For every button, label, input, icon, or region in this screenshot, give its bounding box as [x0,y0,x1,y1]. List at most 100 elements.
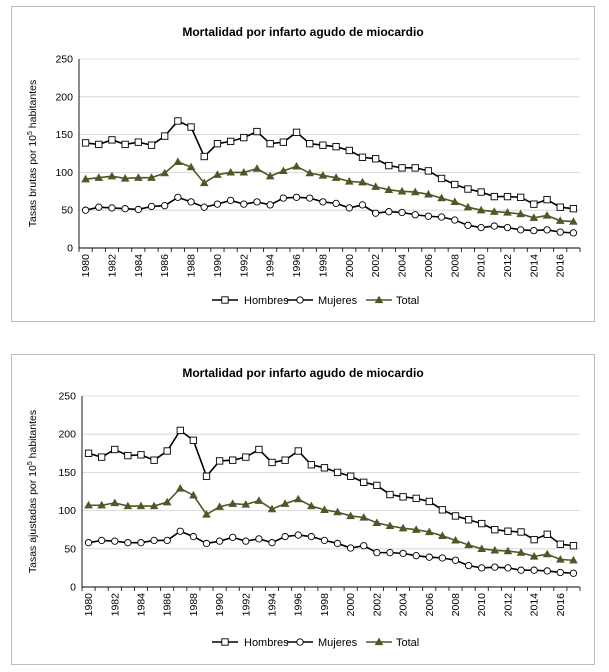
point-hombres [163,447,171,455]
point-mujeres [268,539,276,547]
point-total [397,186,407,195]
x-tick-label: 1990 [212,254,224,278]
legend-marker-mujeres [296,638,304,646]
point-mujeres [347,544,355,552]
point-mujeres [215,537,224,545]
legend-label-mujeres: Mujeres [318,295,358,307]
point-mujeres [333,539,342,548]
point-hombres [307,461,315,469]
point-mujeres [294,531,302,539]
point-total [215,502,224,510]
point-hombres [478,519,486,528]
point-hombres [399,493,407,501]
point-total [384,185,394,193]
x-tick-label: 1982 [106,254,118,278]
legend-marker-mujeres [296,296,304,304]
point-total [110,498,120,507]
point-total [292,161,301,170]
point-hombres [108,136,116,144]
point-total [424,527,434,536]
point-hombres [189,436,198,444]
point-hombres [292,128,301,136]
point-mujeres [189,532,198,541]
chart-panel-bruta: Mortalidad por infarto agudo de miocardi… [11,6,595,322]
point-hombres [358,153,367,161]
point-mujeres [358,201,367,209]
point-mujeres [161,202,169,210]
point-mujeres [95,203,103,211]
point-mujeres [385,208,393,216]
point-total [569,555,578,564]
point-hombres [490,192,498,201]
point-total [333,507,342,516]
point-total [226,167,235,176]
point-hombres [345,146,353,155]
point-mujeres [134,205,142,214]
point-total [346,511,355,520]
point-mujeres [240,200,248,208]
point-total [265,171,275,180]
point-hombres [84,449,93,457]
point-total [331,173,341,181]
x-tick-label: 1998 [317,254,329,278]
point-total [385,521,395,530]
point-total [136,501,146,510]
point-hombres [266,140,274,148]
point-hombres [556,203,564,211]
point-mujeres [437,213,446,221]
point-total [359,513,369,521]
point-total [81,174,90,183]
point-total [162,497,172,506]
series-line-mujeres [85,196,574,234]
point-total [186,162,196,171]
point-mujeres [229,533,237,541]
point-total [254,496,264,504]
point-mujeres [543,226,551,234]
point-total [280,499,290,507]
point-total [134,173,143,181]
point-hombres [226,137,235,146]
point-total [464,540,473,549]
point-total [252,164,262,172]
point-total [173,157,183,165]
point-total [371,182,380,190]
point-mujeres [306,194,314,202]
point-total [438,531,447,539]
point-total [97,500,106,509]
point-hombres [451,512,460,520]
point-total [437,193,446,202]
point-hombres [229,456,237,464]
point-hombres [137,451,145,459]
point-mujeres [477,223,485,232]
point-total [305,168,315,177]
point-mujeres [569,229,578,237]
point-total [516,548,526,556]
y-tick-label: 100 [58,505,76,517]
point-mujeres [530,226,538,235]
x-tick-label: 2002 [371,593,383,617]
y-tick-label: 150 [58,467,76,479]
legend-marker-hombres [221,638,229,646]
point-total [107,171,117,180]
legend-marker-hombres [221,296,229,304]
x-tick-label: 2016 [555,593,567,617]
point-mujeres [121,205,129,213]
point-total [307,501,316,510]
point-mujeres [187,198,195,206]
point-total [120,174,130,182]
x-tick-label: 1998 [319,593,331,617]
point-total [411,525,421,533]
point-total [450,197,460,206]
point-total [477,544,487,552]
point-hombres [268,458,276,467]
point-mujeres [242,537,250,545]
point-mujeres [373,548,381,557]
point-total [318,171,328,179]
x-tick-label: 2008 [449,254,461,278]
point-hombres [543,195,551,204]
point-hombres [134,138,142,146]
point-mujeres [213,200,222,208]
point-hombres [174,117,182,125]
point-mujeres [81,206,90,214]
x-tick-label: 2000 [345,593,357,617]
